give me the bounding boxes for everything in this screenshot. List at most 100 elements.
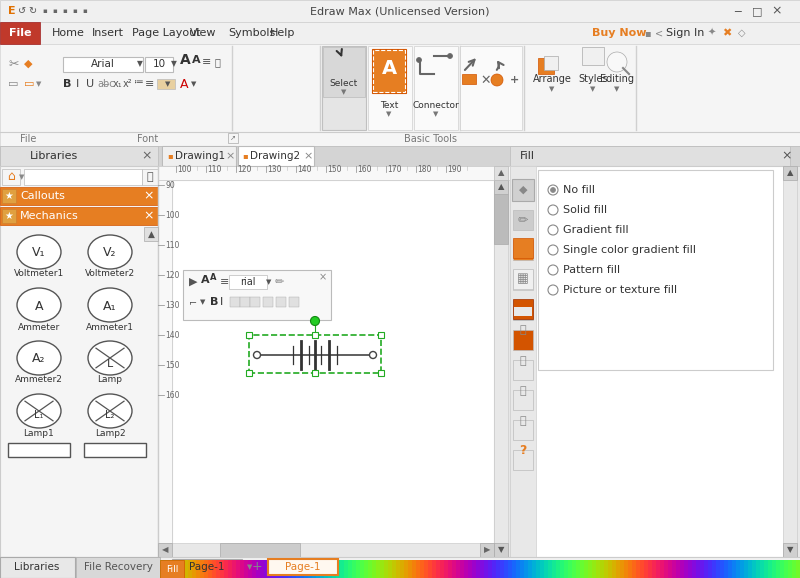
- Bar: [232, 560, 236, 578]
- Bar: [783, 166, 797, 557]
- Text: 150: 150: [165, 361, 179, 370]
- Text: 100: 100: [177, 165, 191, 175]
- Bar: [513, 360, 533, 380]
- Text: Gradient fill: Gradient fill: [563, 225, 629, 235]
- Bar: [752, 560, 756, 578]
- Bar: [284, 560, 288, 578]
- Bar: [513, 238, 533, 258]
- Bar: [513, 210, 533, 230]
- Text: Font: Font: [138, 134, 158, 144]
- Bar: [158, 543, 494, 557]
- Bar: [748, 560, 752, 578]
- Bar: [440, 560, 444, 578]
- Text: ▪: ▪: [242, 151, 248, 161]
- Bar: [272, 560, 276, 578]
- Bar: [158, 543, 172, 557]
- Text: Voltmeter1: Voltmeter1: [14, 269, 64, 279]
- Bar: [412, 560, 416, 578]
- Text: Drawing2: Drawing2: [250, 151, 300, 161]
- Ellipse shape: [17, 341, 61, 375]
- Circle shape: [417, 57, 422, 62]
- Bar: [513, 450, 533, 470]
- Text: ▪: ▪: [167, 151, 173, 161]
- Bar: [636, 560, 640, 578]
- Bar: [250, 297, 260, 307]
- Bar: [600, 560, 604, 578]
- Text: ≔: ≔: [134, 77, 144, 87]
- Bar: [680, 560, 684, 578]
- Bar: [376, 560, 380, 578]
- Bar: [172, 560, 176, 578]
- Bar: [728, 560, 732, 578]
- Bar: [572, 560, 576, 578]
- Bar: [496, 560, 500, 578]
- Text: 10: 10: [153, 59, 166, 69]
- Bar: [532, 560, 536, 578]
- Bar: [780, 560, 784, 578]
- Bar: [656, 560, 660, 578]
- Bar: [188, 560, 192, 578]
- Bar: [494, 180, 508, 557]
- Text: Callouts: Callouts: [20, 191, 65, 201]
- Bar: [464, 560, 468, 578]
- Bar: [456, 560, 460, 578]
- Bar: [462, 74, 476, 84]
- Text: Libraries: Libraries: [30, 151, 78, 161]
- Bar: [740, 560, 744, 578]
- Bar: [536, 560, 540, 578]
- Text: ✏: ✏: [518, 214, 528, 228]
- Bar: [368, 560, 372, 578]
- Bar: [2, 169, 20, 185]
- Text: ▶: ▶: [189, 277, 198, 287]
- Bar: [220, 543, 300, 557]
- Bar: [716, 560, 720, 578]
- Text: A₂: A₂: [32, 353, 46, 365]
- Bar: [229, 275, 267, 289]
- Bar: [0, 187, 158, 205]
- Bar: [796, 560, 800, 578]
- Text: ×: ×: [782, 150, 792, 162]
- Bar: [510, 166, 536, 557]
- Circle shape: [548, 205, 558, 215]
- Bar: [312, 332, 318, 338]
- Bar: [480, 560, 484, 578]
- Text: ↺: ↺: [18, 6, 26, 16]
- Text: □: □: [752, 6, 762, 16]
- Bar: [236, 560, 240, 578]
- Bar: [183, 270, 331, 320]
- Text: A: A: [201, 275, 210, 285]
- Bar: [0, 22, 40, 44]
- Text: x²: x²: [123, 79, 133, 89]
- Bar: [448, 560, 452, 578]
- Text: ◀: ◀: [162, 546, 168, 554]
- Text: A: A: [180, 77, 189, 91]
- Text: ▪: ▪: [72, 8, 77, 14]
- Text: Insert: Insert: [92, 28, 124, 38]
- Circle shape: [548, 245, 558, 255]
- Bar: [168, 560, 172, 578]
- Bar: [172, 559, 242, 575]
- Bar: [772, 560, 776, 578]
- Bar: [660, 560, 664, 578]
- Bar: [296, 560, 300, 578]
- Text: 📋: 📋: [520, 325, 526, 335]
- Bar: [784, 560, 788, 578]
- Ellipse shape: [17, 235, 61, 269]
- Text: U: U: [86, 79, 94, 89]
- Bar: [200, 560, 204, 578]
- Bar: [416, 560, 420, 578]
- Bar: [84, 443, 146, 457]
- Bar: [378, 332, 384, 338]
- Text: ▼: ▼: [137, 60, 143, 69]
- Bar: [484, 560, 488, 578]
- Text: ▲: ▲: [147, 229, 154, 239]
- Bar: [208, 560, 212, 578]
- Bar: [552, 560, 556, 578]
- Bar: [632, 560, 636, 578]
- Text: Libraries: Libraries: [14, 562, 60, 572]
- Bar: [292, 560, 296, 578]
- Bar: [520, 560, 524, 578]
- Bar: [340, 560, 344, 578]
- Text: Voltmeter2: Voltmeter2: [85, 269, 135, 279]
- Text: ×: ×: [144, 209, 154, 223]
